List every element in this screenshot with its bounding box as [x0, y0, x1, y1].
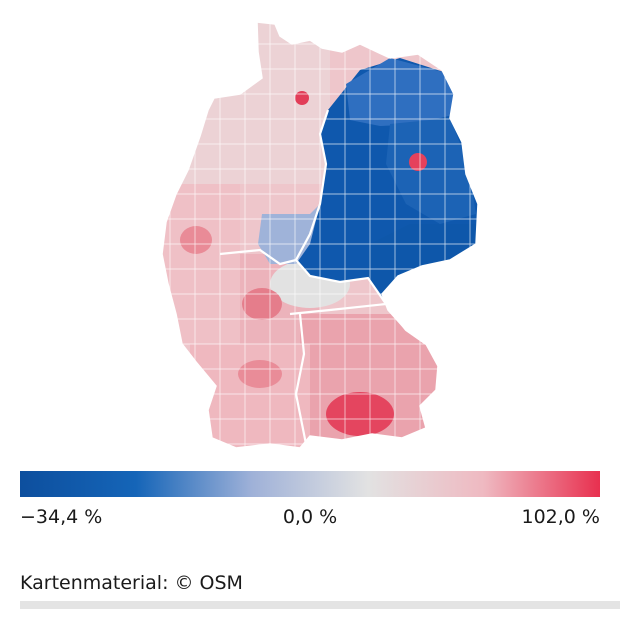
stuttgart-area — [238, 360, 282, 388]
legend-mid-label: 0,0 % — [282, 506, 338, 528]
germany-choropleth-map — [150, 14, 490, 454]
hesse-border — [219, 248, 297, 266]
bw-bavaria-border — [294, 313, 308, 445]
mv-fill — [346, 58, 456, 126]
berlin-area — [409, 153, 427, 171]
bw-fill — [190, 344, 310, 448]
map-attribution: Kartenmaterial: © OSM — [20, 572, 243, 594]
hamburg-area — [295, 91, 309, 105]
grid-lines-v — [169, 22, 471, 448]
legend-min-label: −34,4 % — [20, 506, 103, 528]
legend-max-label: 102,0 % — [521, 506, 601, 528]
color-scale-legend — [20, 471, 600, 497]
frankfurt-area — [242, 288, 282, 320]
cologne-area — [180, 226, 212, 254]
footer-divider — [20, 601, 620, 609]
map-canvas — [161, 21, 479, 449]
east-west-border — [294, 109, 387, 305]
munich-area — [326, 392, 394, 436]
brandenburg-fill — [386, 118, 476, 224]
germany-outline — [161, 21, 479, 449]
